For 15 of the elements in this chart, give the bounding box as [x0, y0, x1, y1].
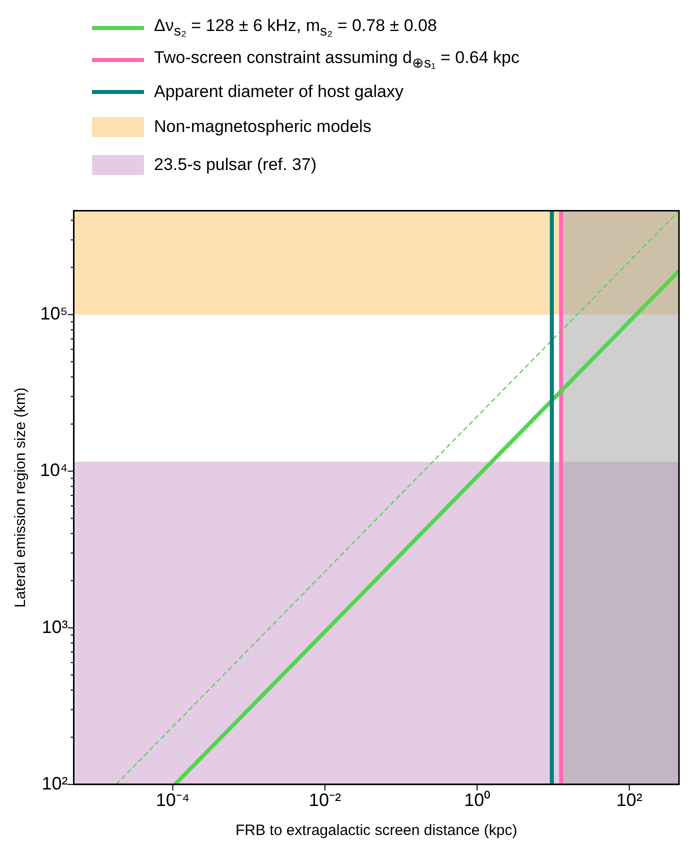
legend-label: 23.5-s pulsar (ref. 37) [154, 155, 317, 175]
y-axis-title: Lateral emission region size (km) [12, 388, 30, 608]
x-tick-label: 10⁰ [464, 790, 490, 810]
x-tick-label: 10⁻² [308, 790, 341, 810]
y-tick-label: 10² [42, 773, 68, 794]
x-tick-label: 10² [616, 790, 642, 810]
y-tick-label: 10⁴ [40, 460, 68, 480]
legend-label: Two-screen constraint assuming d$_{⊕s₁}$ = 0.64 kpc [154, 48, 520, 72]
y-tick-label: 10³ [42, 616, 68, 637]
legend-label: Δν$_{s₂}$ = 128 ± 6 kHz, m$_{s₂}$ = 0.78 ± 0.08 [154, 16, 437, 40]
x-axis-title: FRB to extragalactic screen distance (kpc) [235, 822, 518, 840]
legend-label: Non-magnetospheric models [154, 117, 372, 137]
legend-label: Apparent diameter of host galaxy [154, 82, 404, 102]
x-tick-label: 10⁻⁴ [156, 790, 190, 810]
y-tick-label: 10⁵ [40, 304, 68, 324]
